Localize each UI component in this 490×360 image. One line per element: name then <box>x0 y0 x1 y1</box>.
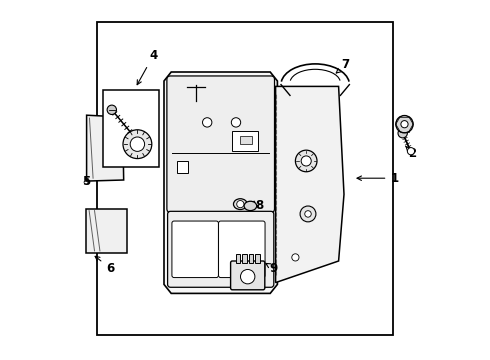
Circle shape <box>398 129 407 138</box>
Bar <box>98 22 392 335</box>
Bar <box>240 136 252 144</box>
FancyBboxPatch shape <box>168 211 274 287</box>
Bar <box>249 254 253 263</box>
Circle shape <box>292 254 299 261</box>
Circle shape <box>202 118 212 127</box>
Circle shape <box>237 201 244 208</box>
Polygon shape <box>87 115 123 181</box>
Circle shape <box>301 156 311 166</box>
Circle shape <box>123 130 152 158</box>
Bar <box>243 254 247 263</box>
FancyBboxPatch shape <box>219 221 265 278</box>
Circle shape <box>107 105 117 114</box>
Bar <box>236 254 240 263</box>
Bar <box>103 90 159 167</box>
Polygon shape <box>275 86 344 283</box>
Circle shape <box>295 150 317 172</box>
Text: 2: 2 <box>406 146 416 159</box>
Bar <box>255 254 260 263</box>
Text: 1: 1 <box>357 172 398 185</box>
Ellipse shape <box>233 199 247 210</box>
Text: 3: 3 <box>401 118 409 131</box>
Circle shape <box>401 121 408 128</box>
Text: 8: 8 <box>249 199 264 212</box>
Text: 9: 9 <box>266 262 278 275</box>
Text: 6: 6 <box>95 256 114 275</box>
FancyBboxPatch shape <box>167 76 274 212</box>
Ellipse shape <box>244 201 257 211</box>
Circle shape <box>300 206 316 222</box>
Bar <box>176 161 188 173</box>
Circle shape <box>305 211 311 217</box>
Polygon shape <box>86 209 127 253</box>
Circle shape <box>241 269 255 284</box>
FancyBboxPatch shape <box>172 221 219 278</box>
Circle shape <box>130 137 145 151</box>
Circle shape <box>407 148 415 155</box>
Text: 7: 7 <box>336 58 350 73</box>
Text: 4: 4 <box>137 49 157 85</box>
Bar <box>232 131 258 151</box>
Polygon shape <box>164 72 277 293</box>
Text: 5: 5 <box>82 175 91 188</box>
Circle shape <box>396 116 413 133</box>
FancyBboxPatch shape <box>231 261 265 290</box>
Circle shape <box>231 118 241 127</box>
